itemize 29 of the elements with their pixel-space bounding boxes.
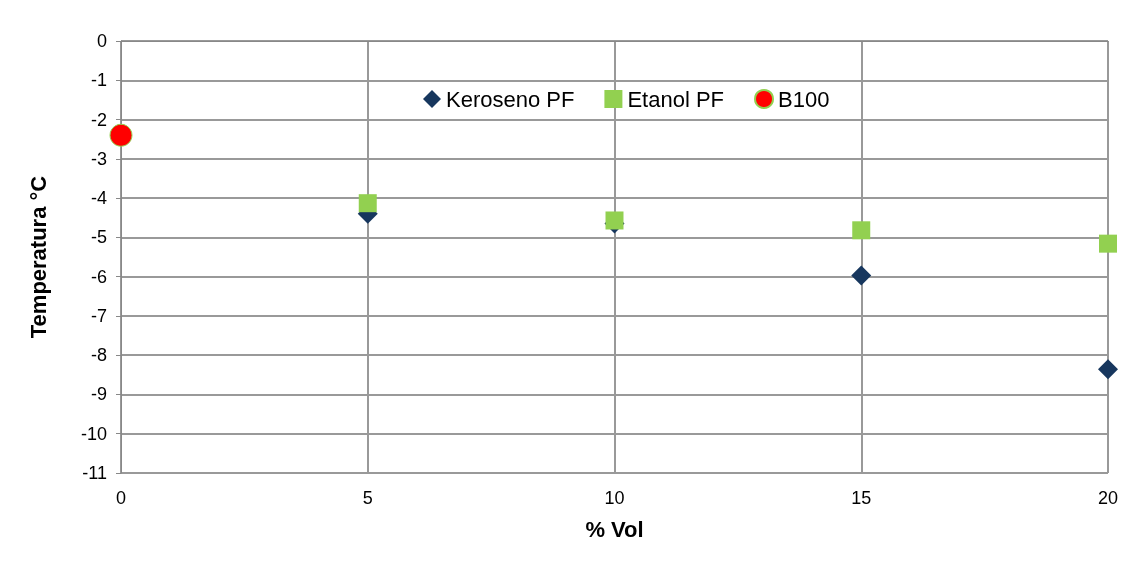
legend-label: B100	[778, 86, 830, 112]
point	[851, 265, 872, 286]
point	[1099, 234, 1117, 253]
y-axis-title: Temperatura °C	[25, 175, 51, 339]
y-tick-label: -5	[90, 227, 107, 248]
legend-label: Etanol PF	[627, 86, 725, 112]
legend-label: Keroseno PF	[446, 86, 575, 112]
point	[1098, 359, 1118, 380]
y-tick-label: -8	[90, 345, 107, 366]
y-tick-label: -7	[90, 305, 107, 326]
y-tick-label: -10	[80, 423, 107, 444]
point	[358, 194, 377, 213]
y-tick-label: -9	[90, 384, 107, 405]
x-tick-label: 10	[604, 488, 625, 508]
x-tick-label: 0	[115, 488, 127, 508]
y-tick-label: -11	[82, 463, 107, 483]
point	[605, 211, 624, 230]
y-tick-label: -2	[90, 109, 107, 130]
y-tick-label: -6	[90, 266, 107, 287]
y-tick-label: 0	[96, 31, 107, 51]
x-axis-title: % Vol	[585, 516, 644, 542]
y-tick-label: -3	[90, 148, 107, 169]
point	[109, 123, 133, 147]
x-tick-label: 5	[362, 488, 373, 508]
x-tick-label: 20	[1097, 488, 1119, 508]
y-tick-label: -1	[90, 70, 107, 91]
x-tick-label: 15	[851, 488, 872, 508]
point	[852, 221, 871, 240]
y-tick-label: -4	[90, 188, 107, 209]
